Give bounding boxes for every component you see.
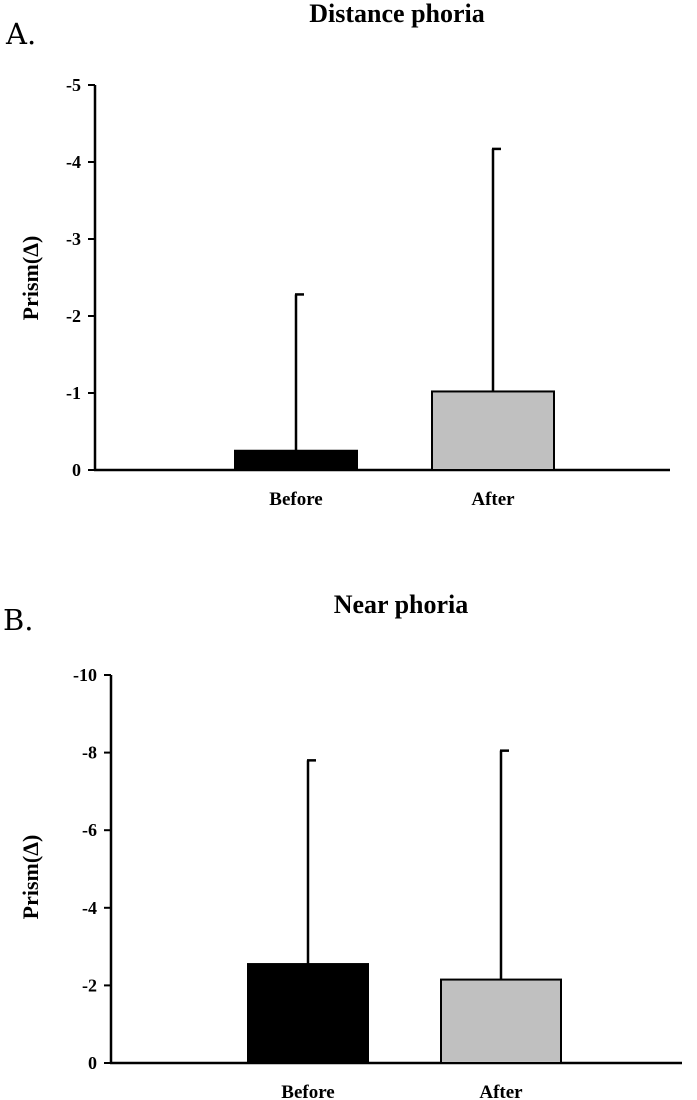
bar-before: [234, 449, 358, 471]
bar-after: [440, 978, 562, 1065]
chart-title: Near phoria: [334, 590, 469, 619]
y-axis-label: Prism(Δ): [18, 835, 43, 920]
bar-before: [247, 963, 369, 1064]
bar-after: [431, 390, 555, 471]
category-label: After: [479, 1082, 523, 1100]
panel-letter-b: B.: [3, 603, 34, 637]
y-tick-label: -4: [66, 152, 81, 172]
y-tick-label: -2: [66, 306, 81, 326]
category-label: After: [471, 489, 515, 510]
y-tick-label: -3: [66, 229, 81, 249]
y-tick-label: -8: [82, 743, 97, 763]
category-label: Before: [269, 489, 322, 510]
y-axis-label: Prism(Δ): [18, 236, 43, 321]
y-tick-label: -6: [82, 820, 97, 840]
chart-marks: 0 -1 -2 -3 -4 -5 Before After: [66, 75, 555, 510]
chart-title: Distance phoria: [309, 0, 485, 28]
near-phoria-chart: B. Near phoria Prism(Δ) 0 -2 -4 -6 -8 -10 Befo…: [3, 590, 682, 1100]
panel-letter-a: A.: [5, 17, 36, 51]
y-tick-label: -10: [73, 665, 97, 685]
y-tick-label: -1: [66, 383, 81, 403]
y-tick-label: -4: [82, 898, 97, 918]
distance-phoria-chart: A. Distance phoria Prism(Δ) 0 -1 -2 -3 -4 -5 B…: [5, 0, 670, 510]
y-tick-label: -5: [66, 75, 81, 95]
chart-marks: 0 -2 -4 -6 -8 -10 Before After: [73, 665, 562, 1100]
category-label: Before: [281, 1082, 334, 1100]
y-tick-label: 0: [72, 460, 81, 480]
y-tick-label: 0: [88, 1053, 97, 1073]
y-tick-label: -2: [82, 975, 97, 995]
